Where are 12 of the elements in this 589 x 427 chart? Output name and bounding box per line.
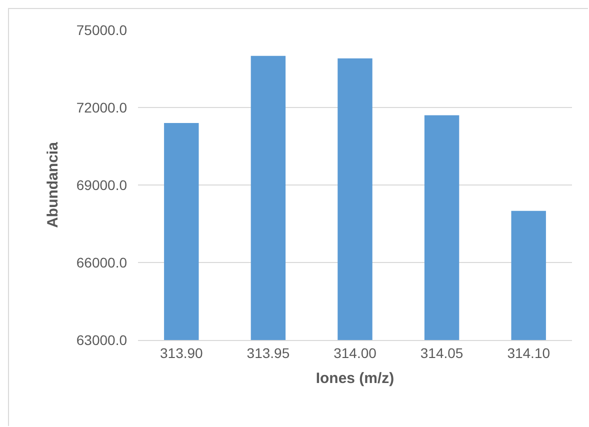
- x-tick-label: 313.95: [246, 344, 290, 361]
- y-tick-label: 72000.0: [76, 99, 128, 116]
- x-axis-title: Iones (m/z): [316, 370, 394, 387]
- x-tick-label: 314.05: [420, 344, 464, 361]
- y-tick-label: 69000.0: [76, 176, 128, 193]
- x-tick-label: 314.10: [507, 344, 550, 361]
- y-tick-label: 75000.0: [76, 22, 128, 38]
- y-tick-label: 63000.0: [76, 332, 128, 348]
- x-tick-label: 313.90: [160, 344, 204, 361]
- y-axis-title: Abundancia: [44, 141, 62, 228]
- x-tick-label: 314.00: [334, 344, 377, 361]
- y-tick-label: 66000.0: [76, 254, 128, 270]
